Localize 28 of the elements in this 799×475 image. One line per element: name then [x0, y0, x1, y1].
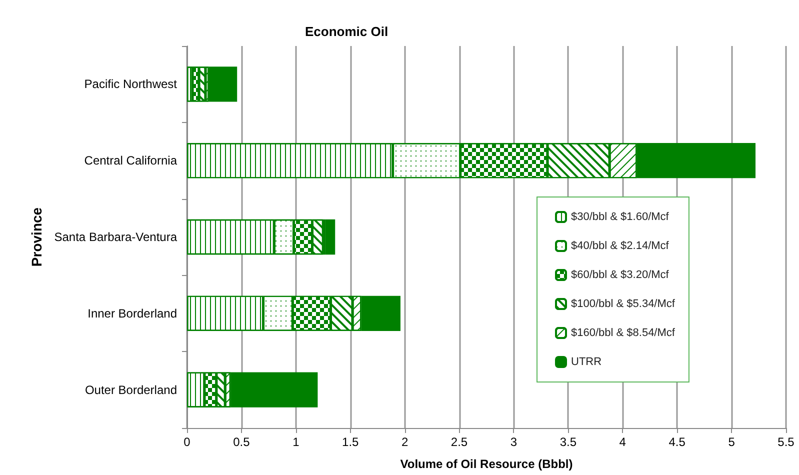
x-tick-label: 3: [510, 435, 518, 449]
bar: [325, 219, 336, 255]
x-tick-label: 1.5: [342, 435, 360, 449]
y-tick-label: Santa Barbara-Ventura: [54, 230, 178, 244]
y-axis-title: Province: [28, 207, 44, 267]
legend-label: UTRR: [571, 356, 602, 368]
x-tick-label: 5.5: [778, 435, 795, 449]
x-tick-label: 1: [292, 435, 300, 449]
x-tick-label: 4.5: [668, 435, 686, 449]
legend-label: $40/bbl & $2.14/Mcf: [571, 240, 670, 252]
x-tick-label: 4: [619, 435, 626, 449]
x-tick-label: 0.5: [233, 435, 250, 449]
x-tick-label: 2: [401, 435, 408, 449]
y-tick-label: Pacific Northwest: [84, 77, 178, 92]
bar: [208, 66, 238, 102]
x-tick-label: 5: [728, 435, 736, 449]
legend-label: $100/bbl & $5.34/Mcf: [571, 298, 676, 310]
y-tick-label: Outer Borderland: [84, 382, 177, 397]
legend-label: $30/bbl & $1.60/Mcf: [571, 211, 670, 223]
x-tick-label: 0: [184, 435, 191, 449]
legend-label: $60/bbl & $3.20/Mcf: [571, 269, 670, 281]
x-tick-label: 2.5: [450, 435, 468, 449]
legend-label: $160/bbl & $8.54/Mcf: [571, 327, 676, 339]
y-tick-label: Central California: [84, 154, 178, 168]
x-tick-label: 3.5: [560, 435, 577, 449]
x-axis-title: Volume of Oil Resource (Bbbl): [400, 457, 573, 471]
y-tick-label: Inner Borderland: [88, 306, 177, 320]
chart-title: Economic Oil: [305, 24, 388, 39]
